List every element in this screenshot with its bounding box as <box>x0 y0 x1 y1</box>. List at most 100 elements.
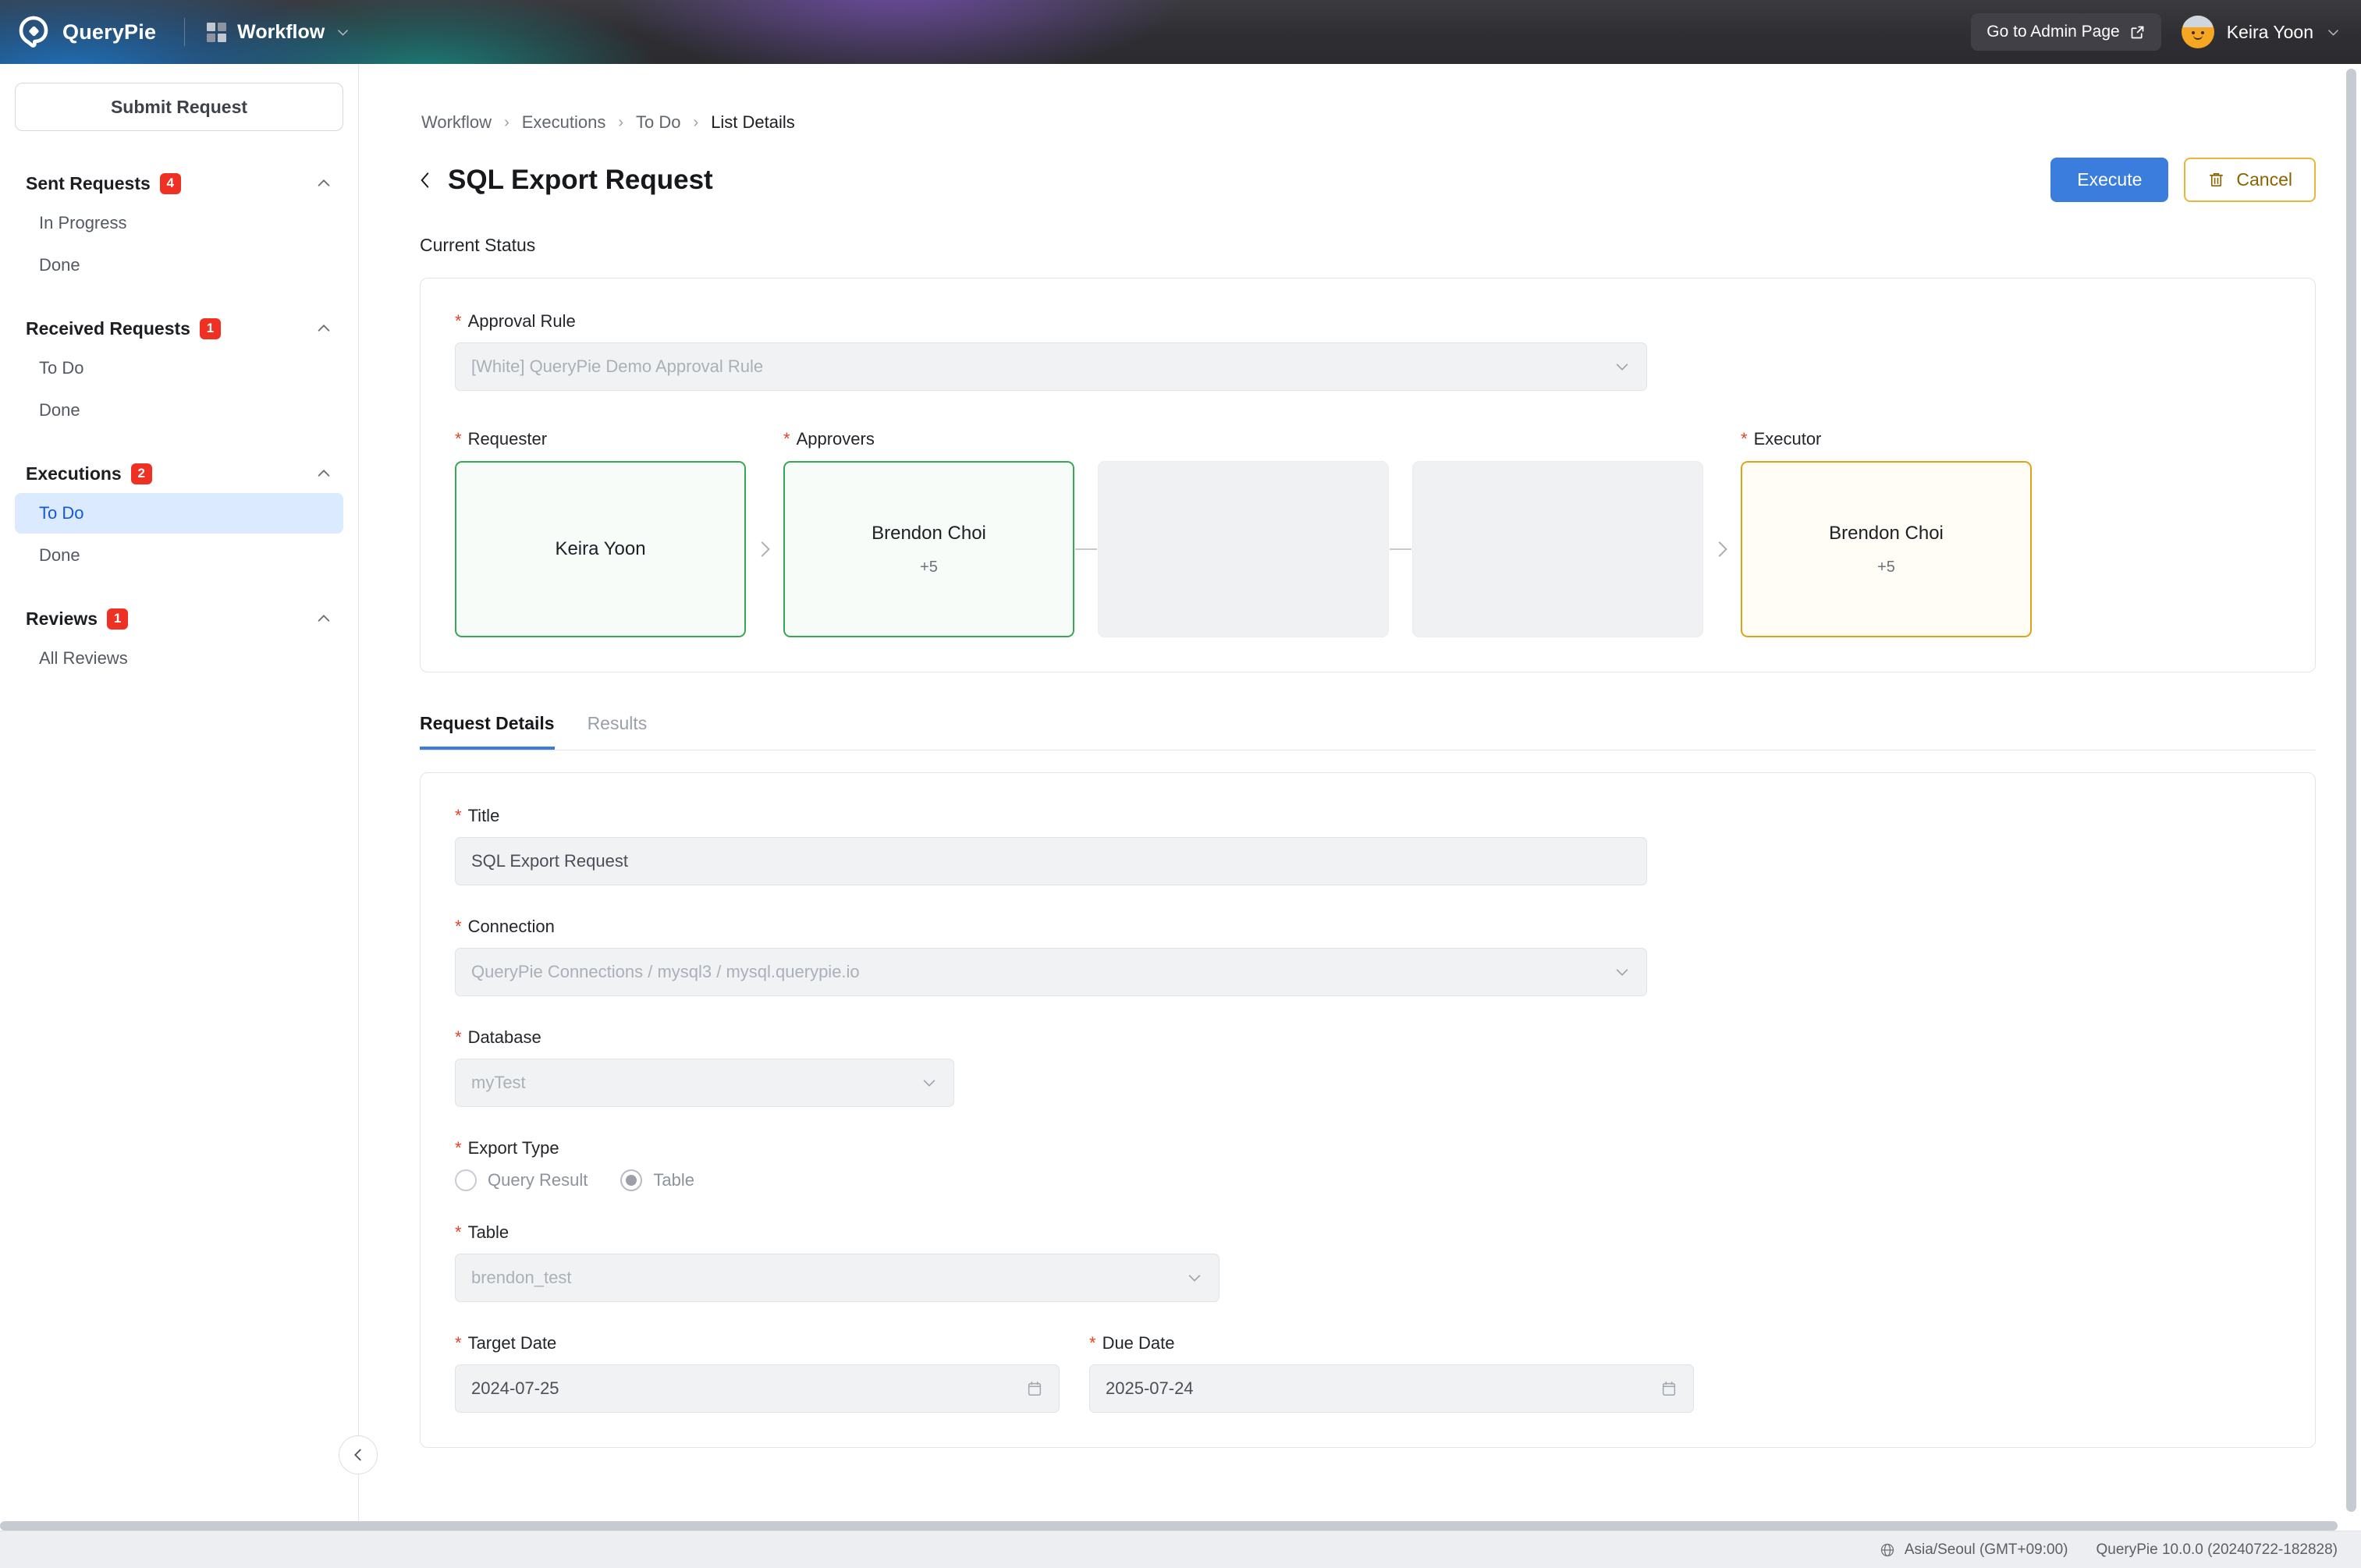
trash-icon <box>2210 173 2224 186</box>
sidebar-item-all-reviews[interactable]: All Reviews <box>39 648 128 668</box>
sidebar-item-received-done[interactable]: Done <box>39 400 80 420</box>
breadcrumb-item-todo[interactable]: To Do <box>636 112 681 132</box>
current-status-label: Current Status <box>420 235 536 255</box>
flow-node-name: Brendon Choi <box>1829 522 1944 544</box>
sidebar-item-executions-done[interactable]: Done <box>39 545 80 565</box>
cancel-button[interactable]: Cancel <box>2184 158 2316 202</box>
sidebar-group-header[interactable]: Reviews 1 <box>15 601 343 637</box>
chevron-up-icon <box>318 470 330 477</box>
admin-button-label: Go to Admin Page <box>1986 23 2120 41</box>
flow-node-requester[interactable]: Keira Yoon <box>455 461 746 637</box>
target-date-value: 2024-07-25 <box>471 1378 559 1398</box>
version-text: QueryPie 10.0.0 (20240722-182828) <box>2096 1541 2338 1558</box>
sidebar-group-reviews: Reviews 1 All Reviews <box>15 601 343 679</box>
detail-tabs: Request Details Results <box>420 713 2316 750</box>
breadcrumb-separator-icon: › <box>504 113 509 131</box>
sidebar-group-received-requests: Received Requests 1 To Do Done <box>15 310 343 431</box>
chevron-down-icon <box>1616 969 1628 976</box>
chevron-down-icon <box>2328 29 2338 36</box>
sidebar-group-header[interactable]: Received Requests 1 <box>15 310 343 346</box>
header-divider <box>184 18 186 46</box>
required-asterisk-icon: * <box>783 429 790 449</box>
requester-label: * Requester <box>455 429 548 449</box>
sidebar-group-title: Reviews <box>26 608 98 629</box>
workflow-menu-label: Workflow <box>237 20 325 43</box>
export-type-label: Export Type <box>467 1138 559 1158</box>
title-input[interactable]: SQL Export Request <box>455 837 1647 885</box>
back-chevron-left-icon[interactable] <box>415 170 435 190</box>
required-asterisk-icon: * <box>1741 429 1748 449</box>
avatar <box>2181 16 2214 48</box>
flow-step-approvers: * Approvers Brendon Choi +5 <box>783 428 1074 637</box>
approval-rule-value: [White] QueryPie Demo Approval Rule <box>471 357 764 376</box>
flow-node-executor[interactable]: Brendon Choi +5 <box>1741 461 2032 637</box>
user-name: Keira Yoon <box>2226 21 2313 42</box>
database-select[interactable]: myTest <box>455 1059 954 1107</box>
flow-node-name: Brendon Choi <box>872 522 986 544</box>
target-date-label: Target Date <box>467 1333 557 1353</box>
submit-request-button[interactable]: Submit Request <box>15 83 343 131</box>
cancel-button-label: Cancel <box>2236 169 2292 190</box>
user-menu[interactable]: Keira Yoon <box>2181 16 2341 48</box>
chevron-down-icon <box>338 29 349 36</box>
radio-table[interactable]: Table <box>620 1169 694 1191</box>
chevron-up-icon <box>318 179 330 186</box>
radio-icon <box>455 1169 477 1191</box>
sidebar-group-header[interactable]: Executions 2 <box>15 456 343 491</box>
table-value: brendon_test <box>471 1268 572 1287</box>
scrollbar-thumb[interactable] <box>2346 69 2356 1512</box>
tab-request-details[interactable]: Request Details <box>420 713 555 750</box>
flow-connector-1 <box>1074 428 1098 637</box>
chevron-down-icon <box>1188 1275 1201 1282</box>
flow-node-extra-count: +5 <box>920 558 938 576</box>
connection-value: QueryPie Connections / mysql3 / mysql.qu… <box>471 962 860 981</box>
sidebar-item-sent-in-progress[interactable]: In Progress <box>39 213 127 232</box>
go-to-admin-page-button[interactable]: Go to Admin Page <box>1971 13 2161 51</box>
approval-flow: * Requester Keira Yoon * Approvers <box>455 428 2281 637</box>
tab-results[interactable]: Results <box>587 713 648 733</box>
execute-button[interactable]: Execute <box>2050 158 2169 202</box>
radio-query-result[interactable]: Query Result <box>455 1169 588 1191</box>
querypie-logo-icon <box>19 16 48 48</box>
collapse-sidebar-button[interactable] <box>339 1435 378 1474</box>
sidebar: Submit Request Sent Requests 4 In Progre… <box>0 64 359 1531</box>
workflow-menu[interactable]: Workflow <box>207 21 350 44</box>
horizontal-scrollbar[interactable] <box>0 1521 2361 1531</box>
sidebar-item-sent-done[interactable]: Done <box>39 255 80 275</box>
field-connection: * Connection QueryPie Connections / mysq… <box>455 917 2281 996</box>
current-status-card: * Approval Rule [White] QueryPie Demo Ap… <box>420 278 2316 672</box>
flow-node-approvers[interactable]: Brendon Choi +5 <box>783 461 1074 637</box>
request-details-card: * Title SQL Export Request * Connection … <box>420 772 2316 1448</box>
status-bar: Asia/Seoul (GMT+09:00) QueryPie 10.0.0 (… <box>0 1531 2361 1568</box>
chevron-down-icon <box>923 1080 936 1087</box>
breadcrumb: Workflow › Executions › To Do › List Det… <box>359 64 2361 133</box>
due-date-input[interactable]: 2025-07-24 <box>1089 1364 1694 1413</box>
vertical-scrollbar[interactable] <box>2346 69 2356 1520</box>
breadcrumb-item-workflow[interactable]: Workflow <box>421 112 492 132</box>
sidebar-item-received-todo[interactable]: To Do <box>39 358 84 378</box>
sidebar-group-title: Executions <box>26 463 122 484</box>
field-export-type: * Export Type Query Result Table <box>455 1138 2281 1191</box>
flow-node-empty <box>1412 461 1703 637</box>
breadcrumb-item-list-details: List Details <box>711 112 795 132</box>
connector-line <box>1389 461 1412 637</box>
status-badge: 1 <box>107 608 129 630</box>
breadcrumb-item-executions[interactable]: Executions <box>521 112 606 132</box>
table-select[interactable]: brendon_test <box>455 1254 1220 1302</box>
main-content: Workflow › Executions › To Do › List Det… <box>359 64 2361 1531</box>
target-date-input[interactable]: 2024-07-25 <box>455 1364 1060 1413</box>
status-badge: 4 <box>159 172 181 194</box>
scrollbar-thumb[interactable] <box>0 1521 2338 1531</box>
title-value: SQL Export Request <box>471 851 628 871</box>
flow-step-executor: * Executor Brendon Choi +5 <box>1741 428 2032 637</box>
connection-select[interactable]: QueryPie Connections / mysql3 / mysql.qu… <box>455 948 1647 996</box>
timezone-text: Asia/Seoul (GMT+09:00) <box>1904 1541 2068 1558</box>
sidebar-item-executions-todo[interactable]: To Do <box>15 493 343 534</box>
sidebar-group-header[interactable]: Sent Requests 4 <box>15 165 343 201</box>
brand[interactable]: QueryPie <box>0 16 156 48</box>
required-asterisk-icon: * <box>455 806 462 825</box>
connection-label: Connection <box>467 917 555 936</box>
flow-arrow-2 <box>1703 428 1741 637</box>
flow-step-requester: * Requester Keira Yoon <box>455 428 746 637</box>
approval-rule-select[interactable]: [White] QueryPie Demo Approval Rule <box>455 342 1647 391</box>
